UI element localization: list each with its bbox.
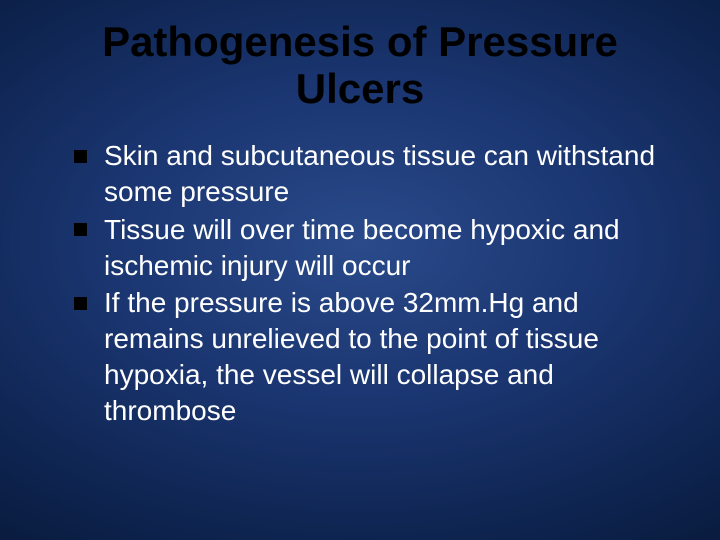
bullet-text: If the pressure is above 32mm.Hg and rem…: [104, 287, 599, 425]
slide-title: Pathogenesis of Pressure Ulcers: [48, 18, 672, 112]
bullet-text: Tissue will over time become hypoxic and…: [104, 214, 620, 281]
slide: Pathogenesis of Pressure Ulcers Skin and…: [0, 0, 720, 540]
bullet-list: Skin and subcutaneous tissue can withsta…: [48, 138, 672, 429]
bullet-text: Skin and subcutaneous tissue can withsta…: [104, 140, 655, 207]
list-item: Skin and subcutaneous tissue can withsta…: [74, 138, 672, 210]
list-item: If the pressure is above 32mm.Hg and rem…: [74, 285, 672, 428]
list-item: Tissue will over time become hypoxic and…: [74, 212, 672, 284]
